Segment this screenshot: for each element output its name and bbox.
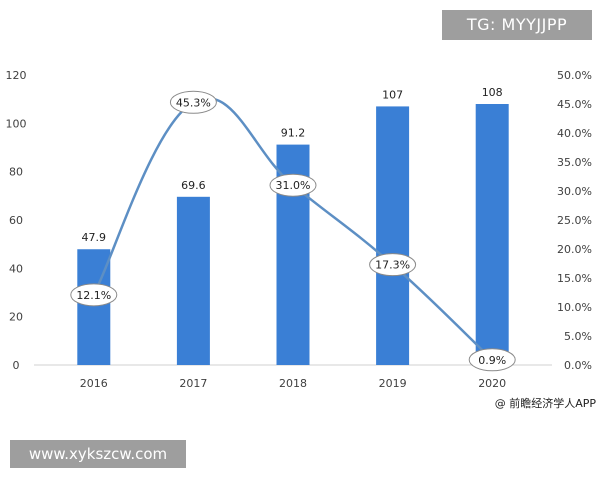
right-tick-label: 25.0% xyxy=(557,214,592,227)
bar xyxy=(376,106,410,366)
line-data-labels: 12.1% 45.3% 31.0% 17.3% 0.9% xyxy=(70,90,516,372)
line-data-label: 0.9% xyxy=(478,354,506,367)
watermark-top: TG: MYYJJPP xyxy=(442,10,592,40)
bar xyxy=(176,196,210,365)
x-tick-label: 2018 xyxy=(279,377,307,390)
right-tick-label: 10.0% xyxy=(557,301,592,314)
x-tick-label: 2020 xyxy=(478,377,506,390)
right-tick-label: 45.0% xyxy=(557,98,592,111)
line-label-bubble xyxy=(169,90,217,114)
right-tick-label: 30.0% xyxy=(557,185,592,198)
x-axis: 2016 2017 2018 2019 2020 xyxy=(80,377,506,390)
right-tick-label: 20.0% xyxy=(557,243,592,256)
right-tick-label: 15.0% xyxy=(557,272,592,285)
left-axis: 0 20 40 60 80 100 120 xyxy=(6,69,27,372)
line-data-label: 12.1% xyxy=(76,289,111,302)
left-tick-label: 20 xyxy=(9,311,23,324)
x-tick-label: 2019 xyxy=(379,377,407,390)
bar-data-label: 91.2 xyxy=(281,127,306,140)
line-label-bubble xyxy=(468,348,516,372)
line-data-label: 17.3% xyxy=(375,259,410,272)
left-tick-label: 60 xyxy=(9,214,23,227)
line-data-label: 31.0% xyxy=(276,179,311,192)
bar-data-label: 47.9 xyxy=(82,231,107,244)
right-tick-label: 50.0% xyxy=(557,69,592,82)
left-tick-label: 40 xyxy=(9,262,23,275)
left-tick-label: 80 xyxy=(9,166,23,179)
line-data-label: 45.3% xyxy=(176,96,211,109)
source-note: @ 前瞻经济学人APP xyxy=(494,397,596,410)
line-label-bubble xyxy=(70,283,118,307)
left-tick-label: 120 xyxy=(6,69,27,82)
left-tick-label: 100 xyxy=(6,117,27,130)
line-label-bubble xyxy=(369,253,417,277)
right-tick-label: 0.0% xyxy=(564,359,592,372)
growth-rate-line xyxy=(92,97,494,361)
line-label-bubble xyxy=(269,173,317,197)
bar xyxy=(475,104,509,365)
x-tick-label: 2016 xyxy=(80,377,108,390)
right-tick-label: 40.0% xyxy=(557,127,592,140)
bar-data-label: 108 xyxy=(482,86,503,99)
right-tick-label: 5.0% xyxy=(564,330,592,343)
watermark-bottom: www.xykszcw.com xyxy=(10,440,186,468)
bar-data-labels: 47.9 69.6 91.2 107 108 xyxy=(82,86,503,244)
right-tick-label: 35.0% xyxy=(557,156,592,169)
right-axis: 0.0% 5.0% 10.0% 15.0% 20.0% 25.0% 30.0% 35.0% 40… xyxy=(557,69,592,372)
bar-series xyxy=(77,104,509,366)
left-tick-label: 0 xyxy=(13,359,20,372)
bar-data-label: 107 xyxy=(382,88,403,101)
bar-data-label: 69.6 xyxy=(181,179,206,192)
x-tick-label: 2017 xyxy=(179,377,207,390)
